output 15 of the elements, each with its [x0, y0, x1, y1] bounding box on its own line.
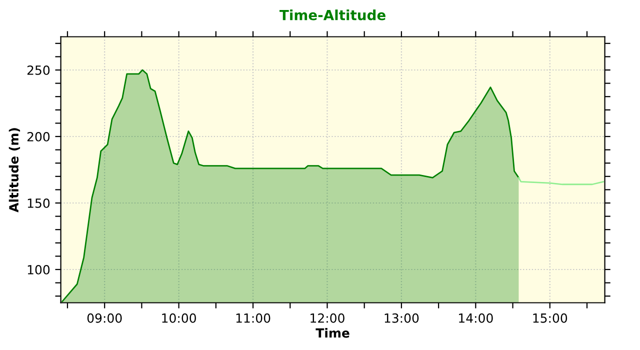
x-tick-label: 10:00	[162, 313, 196, 323]
y-tick-label: 200	[27, 132, 50, 142]
x-tick-label: 13:00	[384, 313, 419, 323]
x-tick-label: 15:00	[533, 313, 568, 323]
chart-title: Time-Altitude	[280, 10, 386, 20]
x-tick-label: 11:00	[236, 313, 270, 323]
y-tick-label: 150	[28, 198, 50, 208]
x-tick-label: 12:00	[310, 313, 344, 323]
x-tick-label: 09:00	[87, 313, 122, 323]
y-axis-title: Altitude (m)	[8, 128, 20, 212]
y-tick-label: 250	[27, 65, 50, 75]
y-tick-label: 100	[28, 264, 50, 274]
x-axis-title: Time	[316, 328, 350, 338]
line-series	[518, 177, 604, 186]
x-tick-label: 14:00	[459, 313, 493, 323]
